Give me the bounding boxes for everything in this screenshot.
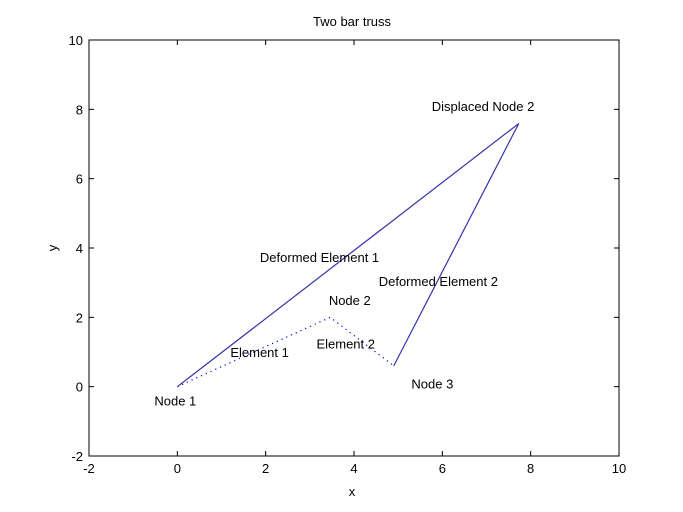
y-tick-label: 10 — [69, 33, 83, 48]
y-tick-label: 0 — [76, 380, 83, 395]
y-tick-label: 8 — [76, 102, 83, 117]
y-tick-label: -2 — [71, 449, 83, 464]
x-tick-label: 8 — [527, 461, 534, 476]
y-tick-label: 6 — [76, 172, 83, 187]
x-tick-label: 10 — [612, 461, 626, 476]
x-tick-label: 4 — [350, 461, 357, 476]
y-tick-label: 2 — [76, 310, 83, 325]
annotation-label: Node 2 — [329, 293, 371, 308]
annotation-label: Deformed Element 2 — [379, 274, 498, 289]
deformed-truss-line — [176, 123, 520, 388]
x-tick-label: -2 — [83, 461, 95, 476]
chart-title: Two bar truss — [313, 14, 392, 29]
x-tick-label: 0 — [174, 461, 181, 476]
y-tick-label: 4 — [76, 241, 83, 256]
annotation-label: Node 3 — [411, 376, 453, 391]
x-axis-label: x — [349, 484, 356, 499]
annotation-label: Displaced Node 2 — [432, 99, 535, 114]
annotation-label: Element 2 — [316, 337, 375, 352]
annotation-label: Deformed Element 1 — [260, 250, 379, 265]
annotation-label: Element 1 — [230, 345, 289, 360]
x-tick-label: 2 — [262, 461, 269, 476]
y-axis-label: y — [45, 244, 60, 251]
annotation-label: Node 1 — [154, 394, 196, 409]
x-tick-label: 6 — [439, 461, 446, 476]
